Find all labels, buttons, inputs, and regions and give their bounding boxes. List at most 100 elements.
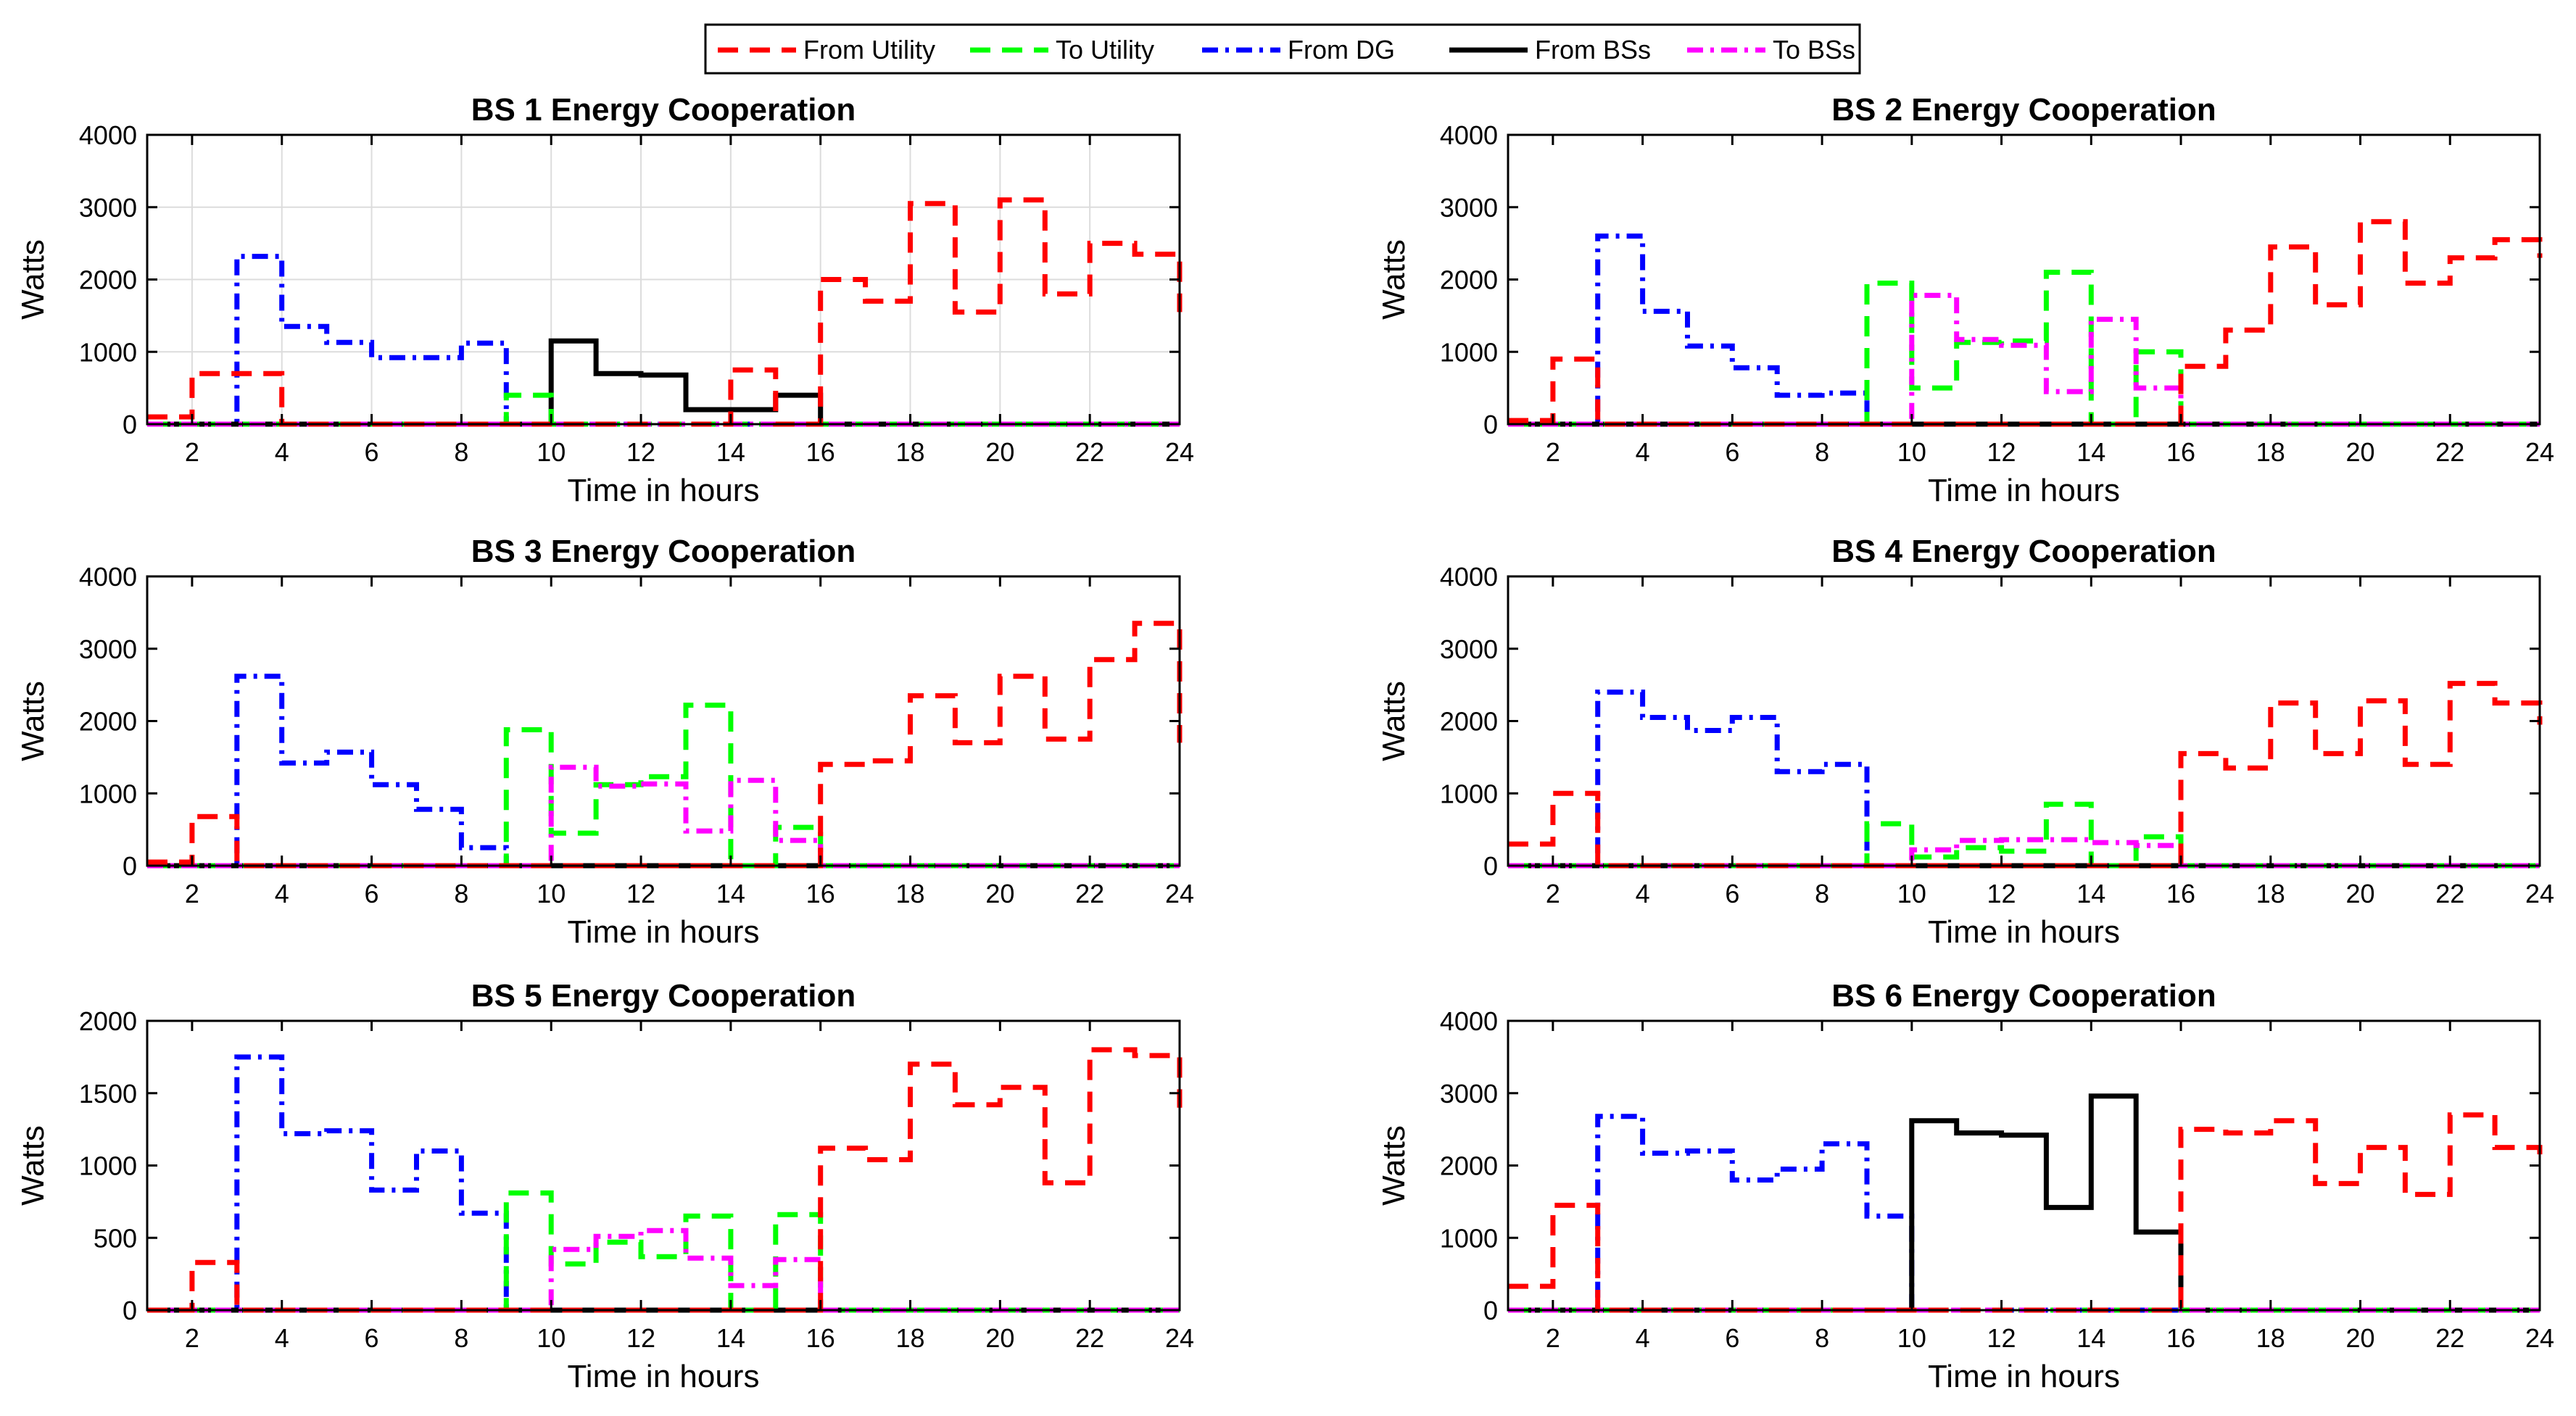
panel-5-xtick-label: 16 <box>806 1323 835 1353</box>
panel-1-xtick-label: 12 <box>626 437 655 467</box>
panel-2-ylabel: Watts <box>1376 239 1412 320</box>
panel-3-plot-area <box>147 576 1180 866</box>
panel-6-xtick-label: 12 <box>1987 1323 2016 1353</box>
legend: From Utility To Utility From DG From BSs To … <box>704 23 1861 75</box>
panel-3-xtick-label: 10 <box>537 879 566 908</box>
panel-2-plot-area <box>1508 135 2540 424</box>
panel-1: 2 4 6 8 10 12 14 16 18 20 22 2401000200030004000BS … <box>15 92 1194 508</box>
panel-5-xtick-label: 2 <box>185 1323 199 1353</box>
panel-3-xtick-label: 20 <box>985 879 1014 908</box>
panel-5-xtick-label: 6 <box>365 1323 379 1353</box>
panel-2-ytick-label: 0 <box>1483 410 1498 439</box>
panel-1-ytick-label: 3000 <box>79 193 137 223</box>
panel-1-xtick-label: 24 <box>1165 437 1194 467</box>
panel-4-xtick-label: 14 <box>2076 879 2105 908</box>
panel-6-ylabel: Watts <box>1376 1125 1412 1206</box>
panel-2-ytick-label: 1000 <box>1440 337 1498 367</box>
panel-6-xtick-label: 4 <box>1636 1323 1650 1353</box>
panel-4-xtick-label: 4 <box>1636 879 1650 908</box>
panel-2-xtick-label: 18 <box>2256 437 2285 467</box>
panel-2-xtick-label: 20 <box>2345 437 2374 467</box>
panel-1-xtick-label: 14 <box>716 437 745 467</box>
panel-6-title: BS 6 Energy Cooperation <box>1831 978 2216 1014</box>
panel-3-xtick-label: 16 <box>806 879 835 908</box>
panel-4-ylabel: Watts <box>1376 681 1412 761</box>
panel-3-xtick-label: 22 <box>1075 879 1104 908</box>
panel-6-ytick-label: 3000 <box>1440 1079 1498 1109</box>
panel-1-xtick-label: 8 <box>454 437 468 467</box>
panel-4-xtick-label: 2 <box>1546 879 1560 908</box>
legend-label-from-bss: From BSs <box>1535 35 1651 65</box>
panel-6-plot-area <box>1508 1021 2540 1310</box>
panel-6-xtick-label: 18 <box>2256 1323 2285 1353</box>
legend-box <box>704 23 1861 75</box>
panel-1-xtick-label: 6 <box>365 437 379 467</box>
panel-1-xlabel: Time in hours <box>568 473 760 508</box>
panel-1-title: BS 1 Energy Cooperation <box>471 92 856 128</box>
panel-2-xtick-label: 2 <box>1546 437 1560 467</box>
panel-3-ytick-label: 0 <box>123 851 137 881</box>
panel-1-xtick-label: 2 <box>185 437 199 467</box>
panel-6-xtick-label: 2 <box>1546 1323 1560 1353</box>
panel-5-xtick-label: 14 <box>716 1323 745 1353</box>
panel-4-xtick-label: 18 <box>2256 879 2285 908</box>
panel-4-xtick-label: 12 <box>1987 879 2016 908</box>
panel-2-xtick-label: 12 <box>1987 437 2016 467</box>
legend-label-from-dg: From DG <box>1288 35 1395 65</box>
panel-3-ytick-label: 4000 <box>79 562 137 592</box>
panel-6-xtick-label: 24 <box>2525 1323 2554 1353</box>
panel-4-xtick-label: 10 <box>1897 879 1926 908</box>
panel-4-xtick-label: 16 <box>2166 879 2195 908</box>
panel-2: 2 4 6 8 10 12 14 16 18 20 22 2401000200030004000BS … <box>1376 92 2554 508</box>
panel-3-xtick-label: 4 <box>275 879 289 908</box>
panel-1-xtick-label: 10 <box>537 437 566 467</box>
panel-5-xtick-label: 8 <box>454 1323 468 1353</box>
panel-5-ytick-label: 1500 <box>79 1079 137 1109</box>
panel-4-plot-area <box>1508 576 2540 866</box>
panel-6-xtick-label: 8 <box>1815 1323 1829 1353</box>
panel-2-ytick-label: 2000 <box>1440 265 1498 295</box>
panel-5-xtick-label: 12 <box>626 1323 655 1353</box>
panel-5-xlabel: Time in hours <box>568 1359 760 1394</box>
panel-6: 2 4 6 8 10 12 14 16 18 20 22 2401000200030004000BS … <box>1376 978 2554 1394</box>
panel-6-xtick-label: 14 <box>2076 1323 2105 1353</box>
panel-4-xlabel: Time in hours <box>1928 914 2120 950</box>
panel-5-ytick-label: 500 <box>94 1223 137 1253</box>
panel-3-xtick-label: 14 <box>716 879 745 908</box>
panel-5-xtick-label: 24 <box>1165 1323 1194 1353</box>
legend-label-to-bss: To BSs <box>1773 35 1855 65</box>
panel-3-xtick-label: 6 <box>365 879 379 908</box>
panel-1-ytick-label: 4000 <box>79 120 137 150</box>
panel-1-xtick-label: 16 <box>806 437 835 467</box>
panel-6-xtick-label: 6 <box>1725 1323 1739 1353</box>
panel-4-xtick-label: 20 <box>2345 879 2374 908</box>
panel-3-ytick-label: 1000 <box>79 779 137 808</box>
panel-1-ytick-label: 0 <box>123 410 137 439</box>
panel-3-xlabel: Time in hours <box>568 914 760 950</box>
panel-2-xtick-label: 22 <box>2435 437 2464 467</box>
panel-2-xlabel: Time in hours <box>1928 473 2120 508</box>
panel-3-xtick-label: 18 <box>895 879 924 908</box>
panel-6-xtick-label: 16 <box>2166 1323 2195 1353</box>
panel-2-xtick-label: 24 <box>2525 437 2554 467</box>
panel-4-ytick-label: 1000 <box>1440 779 1498 808</box>
panel-4-ytick-label: 2000 <box>1440 707 1498 737</box>
panel-5-xtick-label: 10 <box>537 1323 566 1353</box>
panel-4-xtick-label: 8 <box>1815 879 1829 908</box>
panel-3-xtick-label: 2 <box>185 879 199 908</box>
panel-2-xtick-label: 4 <box>1636 437 1650 467</box>
panel-3-ytick-label: 3000 <box>79 634 137 664</box>
panel-6-series-from-utility <box>1508 1112 2543 1313</box>
panel-2-xtick-label: 14 <box>2076 437 2105 467</box>
panel-3-title: BS 3 Energy Cooperation <box>471 534 856 569</box>
panel-4-title: BS 4 Energy Cooperation <box>1831 534 2216 569</box>
panel-2-ytick-label: 4000 <box>1440 120 1498 150</box>
panel-6-xlabel: Time in hours <box>1928 1359 2120 1394</box>
panel-2-title: BS 2 Energy Cooperation <box>1831 92 2216 128</box>
panel-1-xtick-label: 18 <box>895 437 924 467</box>
panel-3: 2 4 6 8 10 12 14 16 18 20 22 2401000200030004000BS … <box>15 534 1194 950</box>
panel-4-xtick-label: 22 <box>2435 879 2464 908</box>
panel-3-ylabel: Watts <box>15 681 51 761</box>
panel-2-xtick-label: 10 <box>1897 437 1926 467</box>
